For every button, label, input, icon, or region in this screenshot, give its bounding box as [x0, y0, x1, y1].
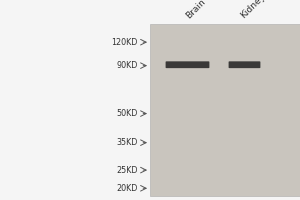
Text: 50KD: 50KD	[117, 109, 138, 118]
FancyBboxPatch shape	[166, 61, 209, 68]
Text: 25KD: 25KD	[116, 166, 138, 175]
FancyBboxPatch shape	[229, 61, 260, 68]
Text: Kidney: Kidney	[238, 0, 267, 20]
Text: 90KD: 90KD	[117, 61, 138, 70]
Text: Brain: Brain	[184, 0, 208, 20]
Text: 20KD: 20KD	[117, 184, 138, 193]
Text: 35KD: 35KD	[117, 138, 138, 147]
Text: 120KD: 120KD	[112, 38, 138, 47]
Bar	[150, 24, 300, 196]
